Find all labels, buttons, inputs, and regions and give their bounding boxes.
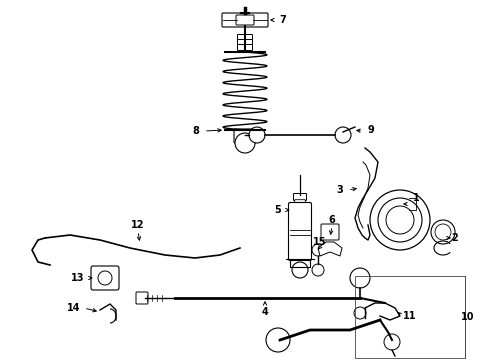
Circle shape bbox=[335, 127, 351, 143]
Text: 10: 10 bbox=[461, 312, 475, 322]
Circle shape bbox=[266, 328, 290, 352]
FancyBboxPatch shape bbox=[321, 224, 339, 240]
Text: 6: 6 bbox=[329, 215, 335, 225]
Text: 11: 11 bbox=[403, 311, 417, 321]
Text: 13: 13 bbox=[71, 273, 85, 283]
Text: 15: 15 bbox=[313, 237, 327, 247]
Circle shape bbox=[292, 262, 308, 278]
Circle shape bbox=[354, 307, 366, 319]
Text: 4: 4 bbox=[262, 307, 269, 317]
Circle shape bbox=[312, 244, 324, 256]
Text: 1: 1 bbox=[413, 193, 419, 203]
Polygon shape bbox=[318, 242, 342, 256]
FancyBboxPatch shape bbox=[234, 129, 256, 143]
Circle shape bbox=[431, 220, 455, 244]
FancyBboxPatch shape bbox=[222, 13, 268, 27]
FancyBboxPatch shape bbox=[294, 194, 307, 201]
FancyBboxPatch shape bbox=[238, 45, 252, 50]
Text: 8: 8 bbox=[193, 126, 199, 136]
Circle shape bbox=[312, 264, 324, 276]
FancyBboxPatch shape bbox=[236, 15, 254, 25]
Circle shape bbox=[370, 190, 430, 250]
FancyBboxPatch shape bbox=[289, 202, 312, 261]
Circle shape bbox=[378, 198, 422, 242]
FancyBboxPatch shape bbox=[294, 200, 305, 204]
Circle shape bbox=[235, 133, 255, 153]
FancyBboxPatch shape bbox=[136, 292, 148, 304]
FancyBboxPatch shape bbox=[238, 40, 252, 45]
Text: 3: 3 bbox=[337, 185, 343, 195]
Circle shape bbox=[350, 268, 370, 288]
Text: 7: 7 bbox=[280, 15, 286, 25]
Circle shape bbox=[386, 206, 414, 234]
FancyBboxPatch shape bbox=[238, 35, 252, 41]
FancyBboxPatch shape bbox=[91, 266, 119, 290]
Circle shape bbox=[98, 271, 112, 285]
Text: 14: 14 bbox=[67, 303, 81, 313]
Text: 12: 12 bbox=[131, 220, 145, 230]
Circle shape bbox=[435, 224, 451, 240]
Text: 5: 5 bbox=[274, 205, 281, 215]
Bar bbox=[355, 276, 465, 358]
Circle shape bbox=[384, 334, 400, 350]
Text: 9: 9 bbox=[368, 125, 374, 135]
Circle shape bbox=[249, 127, 265, 143]
Text: 2: 2 bbox=[452, 233, 458, 243]
